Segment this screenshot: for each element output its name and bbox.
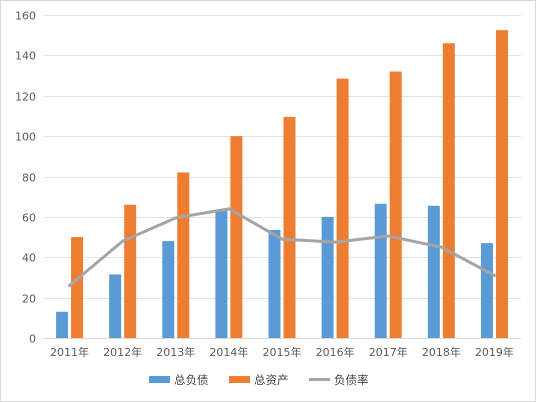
y-tick-label: 0 bbox=[29, 333, 36, 346]
bar-total-assets bbox=[389, 71, 402, 339]
x-tick-label: 2013年 bbox=[156, 345, 195, 359]
debt-ratio-point bbox=[280, 237, 284, 241]
y-tick-label: 80 bbox=[22, 172, 36, 185]
debt-ratio-point bbox=[333, 240, 337, 244]
bar-total-assets bbox=[124, 204, 137, 338]
y-tick-label: 20 bbox=[22, 293, 36, 306]
debt-ratio-point bbox=[121, 239, 125, 243]
x-tick-label: 2019年 bbox=[475, 345, 514, 359]
bar-total-liabilities bbox=[162, 241, 175, 338]
gridlines bbox=[43, 15, 521, 339]
bar-total-liabilities bbox=[480, 243, 493, 338]
y-tick-label: 140 bbox=[15, 50, 36, 63]
legend-label: 总资产 bbox=[254, 373, 289, 387]
x-tick-label: 2018年 bbox=[422, 345, 461, 359]
legend-label: 总负债 bbox=[174, 373, 209, 387]
bar-total-assets bbox=[283, 116, 296, 339]
line-series bbox=[68, 207, 496, 288]
bar-total-assets bbox=[442, 43, 455, 338]
bar-total-assets bbox=[230, 136, 243, 338]
bar-total-liabilities bbox=[215, 209, 228, 338]
x-tick-label: 2011年 bbox=[50, 345, 89, 359]
bar-total-liabilities bbox=[374, 203, 387, 338]
bar-total-liabilities bbox=[56, 311, 69, 338]
bar-total-liabilities bbox=[321, 216, 334, 338]
y-tick-label: 40 bbox=[22, 252, 36, 265]
y-tick-label: 160 bbox=[15, 10, 36, 23]
legend: 总负债 总资产 负债率 bbox=[149, 373, 369, 387]
debt-ratio-point bbox=[492, 273, 496, 277]
bar-total-assets bbox=[336, 78, 349, 338]
legend-item: 总资产 bbox=[229, 373, 289, 387]
legend-swatch bbox=[149, 376, 170, 383]
legend-swatch bbox=[229, 376, 250, 383]
x-tick-label: 2015年 bbox=[263, 345, 302, 359]
x-axis: 2011年 2012年 2013年 2014年 2015年 2016年 2017年 2018年… bbox=[50, 345, 514, 359]
bar-total-assets bbox=[495, 30, 508, 338]
legend-label: 负债率 bbox=[334, 373, 369, 387]
x-tick-label: 2017年 bbox=[369, 345, 408, 359]
x-tick-label: 2014年 bbox=[209, 345, 248, 359]
y-tick-label: 60 bbox=[22, 212, 36, 225]
bar-total-liabilities bbox=[109, 274, 122, 338]
x-tick-label: 2016年 bbox=[316, 345, 355, 359]
debt-ratio-point bbox=[227, 207, 231, 211]
bar-total-liabilities bbox=[427, 205, 440, 338]
y-tick-label: 100 bbox=[15, 131, 36, 144]
y-tick-label: 120 bbox=[15, 91, 36, 104]
legend-item: 负债率 bbox=[309, 373, 369, 387]
x-tick-label: 2012年 bbox=[103, 345, 142, 359]
debt-ratio-point bbox=[174, 216, 178, 220]
bars bbox=[56, 30, 508, 339]
debt-ratio-point bbox=[439, 245, 443, 249]
y-axis: 0 20 40 60 80 100 120 140 160 bbox=[15, 10, 36, 346]
debt-ratio-point bbox=[68, 284, 72, 288]
legend-item: 总负债 bbox=[149, 373, 209, 387]
bar-total-assets bbox=[177, 172, 190, 338]
bar-total-assets bbox=[71, 237, 84, 338]
debt-ratio-point bbox=[386, 234, 390, 238]
bar-total-liabilities bbox=[268, 229, 281, 338]
